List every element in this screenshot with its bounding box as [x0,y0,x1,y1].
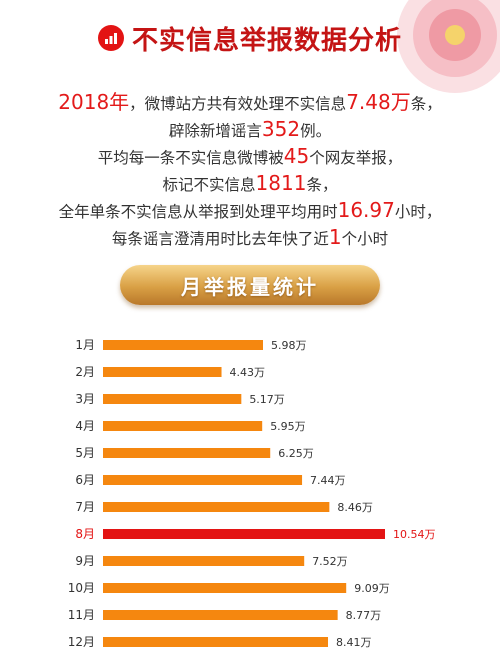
intro-text: 个小时 [341,230,389,248]
value-label: 5.17万 [249,393,284,406]
category-label: 5月 [75,446,95,460]
intro-text: 小时， [394,203,442,221]
intro-line-1: 2018年，微博站方共有效处理不实信息7.48万条， [20,90,480,117]
section-title: 月举报量统计 [181,274,319,299]
page-header: 不实信息举报数据分析 [0,18,500,58]
bar [103,421,263,431]
value-label: 5.95万 [270,420,306,433]
total-highlight: 7.48万 [346,90,411,114]
bar-chart-icon [97,25,124,51]
category-label: 6月 [75,473,95,487]
value-label: 7.44万 [310,474,346,487]
value-label: 10.54万 [393,528,436,541]
hours-highlight: 16.97 [337,198,395,222]
bar [103,367,222,377]
intro-line-5: 全年单条不实信息从举报到处理平均用时16.97小时， [20,198,480,225]
intro-summary: 2018年，微博站方共有效处理不实信息7.48万条， 辟除新增谣言352例。 平… [20,90,480,252]
value-label: 9.09万 [354,582,390,595]
year-highlight: 2018年 [58,90,130,114]
intro-line-2: 辟除新增谣言352例。 [20,117,480,144]
bar [103,394,242,404]
report-avg-highlight: 45 [283,144,310,168]
intro-text: 条， [410,95,442,113]
value-label: 5.98万 [271,339,307,352]
category-label: 1月 [75,338,95,352]
category-label: 3月 [75,392,95,406]
category-label: 8月 [75,527,95,541]
bar [103,502,330,512]
bar [103,448,271,458]
category-label: 11月 [68,608,95,622]
intro-line-4: 标记不实信息1811条， [20,171,480,198]
decorative-flower-icon [397,0,500,93]
section-banner: 月举报量统计 [120,265,380,305]
category-label: 4月 [75,419,95,433]
intro-text: 标记不实信息 [162,176,256,194]
intro-text: ，微博站方共有效处理不实信息 [129,95,347,113]
intro-text: 个网友举报， [309,149,403,167]
bar [103,610,338,620]
bar [103,529,385,539]
category-label: 9月 [75,554,95,568]
faster-hours-highlight: 1 [328,225,342,249]
intro-text: 辟除新增谣言 [168,122,262,140]
value-label: 4.43万 [230,366,266,379]
intro-line-6: 每条谣言澄清用时比去年快了近1个小时 [20,225,480,252]
intro-line-3: 平均每一条不实信息微博被45个网友举报， [20,144,480,171]
rumor-count-highlight: 352 [261,117,301,141]
intro-text: 全年单条不实信息从举报到处理平均用时 [58,203,338,221]
marked-count-highlight: 1811 [255,171,307,195]
category-label: 10月 [68,581,95,595]
category-label: 7月 [75,500,95,514]
bar [103,340,263,350]
category-label: 12月 [68,635,95,649]
category-label: 2月 [75,365,95,379]
bar [103,556,305,566]
page-title: 不实信息举报数据分析 [131,25,402,56]
value-label: 8.77万 [346,609,382,622]
value-label: 8.41万 [336,636,372,649]
value-label: 6.25万 [278,447,314,460]
intro-text: 平均每一条不实信息微博被 [97,149,284,167]
bar [103,637,329,647]
bar [103,475,303,485]
value-label: 8.46万 [337,501,373,514]
value-label: 7.52万 [312,555,348,568]
intro-text: 条， [306,176,338,194]
intro-text: 例。 [300,122,332,140]
bar [103,583,347,593]
intro-text: 每条谣言澄清用时比去年快了近 [111,230,329,248]
